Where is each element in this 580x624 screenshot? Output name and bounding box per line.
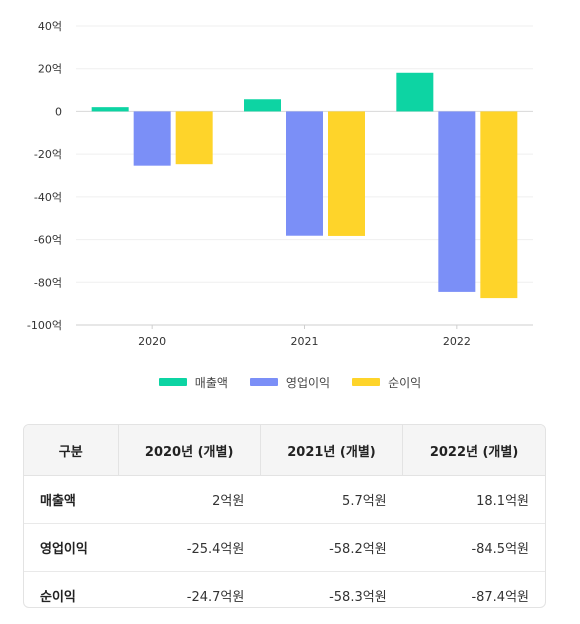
bar-2021-2 <box>328 111 365 236</box>
table-cell: -25.4억원 <box>118 523 261 572</box>
legend-item-operating-profit[interactable]: 영업이익 <box>249 374 331 391</box>
y-tick-label: -80억 <box>34 276 62 289</box>
y-tick-label: -20억 <box>34 148 62 161</box>
header-category: 구분 <box>24 425 118 476</box>
bar-2022-1 <box>438 111 476 292</box>
y-tick-label: 20억 <box>38 63 62 76</box>
financial-table: 구분 2020년 (개별) 2021년 (개별) 2022년 (개별) 매출액 … <box>23 424 546 608</box>
table-cell: -58.2억원 <box>260 523 403 572</box>
y-tick-label: -100억 <box>27 319 62 332</box>
row-label: 영업이익 <box>24 523 118 572</box>
table-cell: -84.5억원 <box>402 523 545 572</box>
legend-label-net-income: 순이익 <box>388 375 422 390</box>
chart-legend: 매출액 영업이익 순이익 <box>0 372 580 392</box>
row-label: 순이익 <box>40 590 76 605</box>
table-cell: -24.7억원 <box>186 590 245 605</box>
header-2020: 2020년 (개별) <box>117 425 261 476</box>
table-cell: 2억원 <box>118 475 261 524</box>
bar-2022-2 <box>480 111 518 299</box>
header-2021: 2021년 (개별) <box>259 425 403 476</box>
bar-2021-1 <box>286 111 323 236</box>
legend-swatch-net-income <box>352 378 381 386</box>
table-cell: 5.7억원 <box>260 475 403 524</box>
table-row-operating-profit: 영업이익 -25.4억원 -58.2억원 -84.5억원 <box>24 523 545 572</box>
bar-chart: 40억 20억 0 -20억 -40억 -60억 -80억 -100억 2020 2021 2022 <box>27 20 533 348</box>
bar-2020-0 <box>91 107 129 112</box>
x-tick-label: 2022 <box>443 335 471 348</box>
bar-2022-0 <box>396 72 434 112</box>
header-2022: 2022년 (개별) <box>402 425 545 476</box>
legend-item-net-income[interactable]: 순이익 <box>352 374 421 391</box>
y-tick-label: 40억 <box>38 20 62 33</box>
table-header-row: 구분 2020년 (개별) 2021년 (개별) 2022년 (개별) <box>24 425 545 476</box>
bar-2021-0 <box>244 99 281 112</box>
y-tick-label: -40억 <box>34 191 62 204</box>
table-cell: -87.4억원 <box>471 590 529 605</box>
table-row-revenue: 매출액 2억원 5.7억원 18.1억원 <box>24 475 545 524</box>
legend-swatch-operating-profit <box>249 378 278 386</box>
table-row-net-income: 순이익 -24.7억원 -58.3억원 -87.4억원 <box>24 572 545 608</box>
y-tick-label: -60억 <box>34 234 62 247</box>
bar-2020-2 <box>175 111 213 165</box>
table-cell: 18.1억원 <box>402 475 545 524</box>
row-label: 매출액 <box>24 475 118 524</box>
legend-label-operating-profit: 영업이익 <box>285 375 331 390</box>
legend-item-revenue[interactable]: 매출액 <box>158 374 228 391</box>
legend-swatch-revenue <box>158 378 187 386</box>
legend-label-revenue: 매출액 <box>194 375 228 390</box>
bar-2020-1 <box>133 111 171 166</box>
table-cell: -58.3억원 <box>329 590 387 605</box>
y-tick-label: 0 <box>55 105 62 118</box>
x-tick-label: 2021 <box>291 335 319 348</box>
x-tick-label: 2020 <box>138 335 166 348</box>
